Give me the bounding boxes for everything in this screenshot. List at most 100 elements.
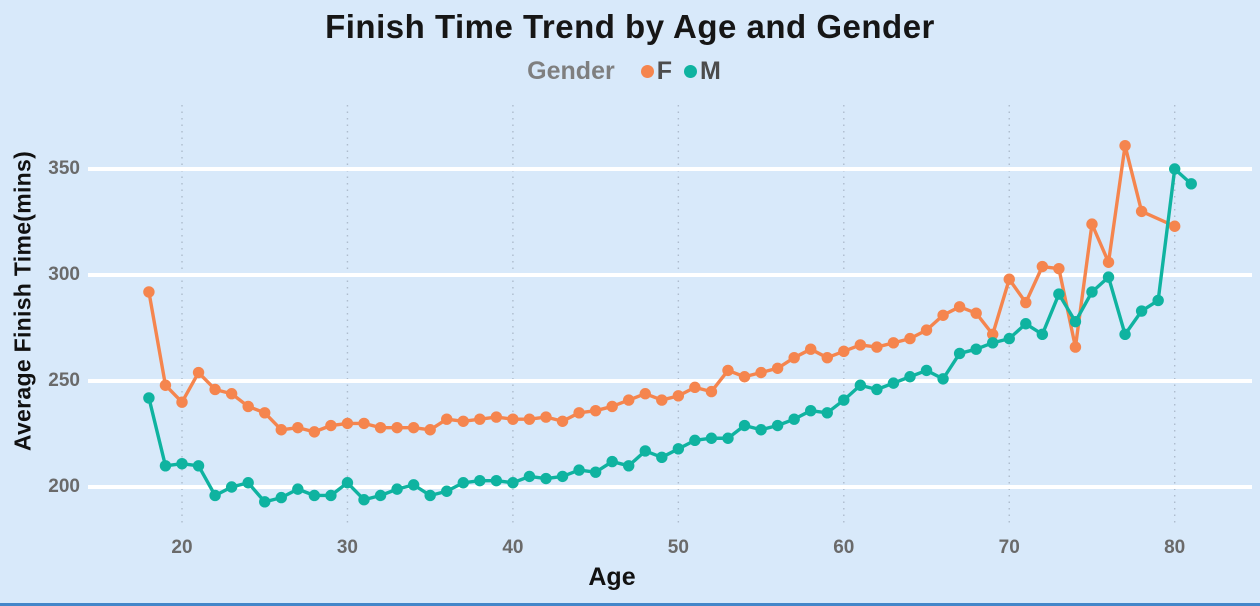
series-m-point [358, 494, 370, 506]
y-tick-label: 250 [48, 370, 80, 391]
legend-dot-f-icon [640, 65, 654, 78]
series-m-point [374, 489, 387, 502]
series-f-point [225, 388, 238, 400]
series-f-point [325, 419, 337, 432]
series-f-point [689, 381, 701, 394]
legend-item-m: M [683, 57, 721, 85]
series-f-point [1169, 220, 1181, 232]
series-m-point [755, 424, 767, 436]
series-f-point [374, 421, 387, 434]
series-f-point [672, 390, 685, 402]
series-f-point [771, 362, 784, 374]
series-m-point [143, 392, 155, 404]
series-f-point [838, 345, 850, 358]
series-m-point [407, 479, 420, 491]
series-f-point [738, 371, 751, 383]
series-f-point [805, 343, 817, 355]
series-m-point [1036, 328, 1049, 341]
series-m-point [738, 419, 751, 432]
series-m-point [705, 432, 718, 444]
series-f-point [705, 385, 718, 398]
series-f-point [1003, 273, 1015, 285]
series-f-point [474, 413, 486, 425]
series-m-point [904, 371, 916, 383]
series-m-point [507, 477, 519, 489]
series-m-point [242, 477, 254, 489]
series-m-point [1169, 163, 1181, 175]
x-axis-title: Age [588, 563, 636, 591]
series-m-point [573, 464, 585, 476]
series-f-point [407, 421, 420, 434]
series-f-point [987, 328, 999, 341]
series-m-point [838, 394, 850, 406]
x-tick-label: 70 [998, 537, 1020, 558]
series-f-point [275, 424, 287, 436]
series-m-point [424, 489, 436, 502]
legend-item-label: F [656, 57, 672, 85]
series-f-point [358, 417, 370, 430]
series-f-point [1053, 262, 1065, 275]
series-m-point [871, 383, 883, 396]
series-f-point [1020, 296, 1032, 309]
series-m-point [771, 419, 784, 432]
series-f-point [1036, 260, 1049, 273]
series-f-point [507, 413, 519, 425]
series-m-point [805, 404, 817, 417]
series-m-line [147, 167, 1193, 504]
series-m-point [341, 477, 354, 489]
series-f-point [159, 379, 172, 391]
legend-dot-m-icon [683, 65, 697, 78]
series-m-point [1119, 328, 1131, 341]
series-m-point [457, 477, 469, 489]
series-f-point [490, 411, 503, 423]
x-tick-label: 50 [667, 537, 689, 558]
series-f-point [391, 421, 403, 434]
series-m-point [209, 489, 221, 502]
series-f-point [209, 383, 221, 396]
y-axis-title: Average Finish Time(mins) [9, 150, 36, 452]
series-m-point [920, 364, 933, 377]
series-m-point [159, 460, 172, 472]
series-m-point [391, 483, 403, 495]
x-tick-label: 80 [1164, 537, 1186, 558]
series-m-point [1020, 318, 1032, 330]
series-f-point [1069, 341, 1082, 353]
series-f-point [904, 332, 916, 345]
series-f-point [920, 324, 933, 336]
series-f-point [1119, 139, 1131, 152]
series-m-point [1053, 288, 1065, 300]
series-m-point [1152, 294, 1164, 307]
series-m-point [639, 445, 651, 457]
series-m-point [1102, 271, 1115, 283]
series-f-point [887, 337, 900, 349]
series-m-point [689, 434, 701, 447]
series-m-point [854, 379, 867, 391]
series-m-point [656, 451, 668, 464]
series-f-point [639, 388, 651, 400]
series-f-point [441, 413, 453, 425]
series-f-point [656, 394, 668, 406]
series-f-point [457, 415, 469, 427]
series-m-point [953, 347, 966, 360]
series-m-point [176, 457, 188, 470]
series-m-point [722, 432, 734, 444]
series-f-point [937, 309, 949, 321]
series-m-point [225, 481, 238, 493]
series-f-line [147, 143, 1177, 434]
series-m-point [606, 455, 618, 468]
y-tick-label: 200 [48, 476, 80, 497]
series-f-point [821, 351, 833, 364]
x-tick-label: 40 [502, 537, 524, 558]
series-m-point [987, 337, 999, 349]
series-m-point [523, 470, 536, 483]
series-m-point [1069, 315, 1082, 328]
series-m-point [821, 407, 833, 419]
legend: Gender F M [0, 57, 1248, 86]
series-f-point [970, 307, 982, 319]
series-m-point [1086, 286, 1098, 298]
series-m-point [441, 485, 453, 497]
series-f-point [1086, 218, 1098, 230]
series-f-point [424, 424, 436, 436]
series-f-point [606, 400, 618, 413]
